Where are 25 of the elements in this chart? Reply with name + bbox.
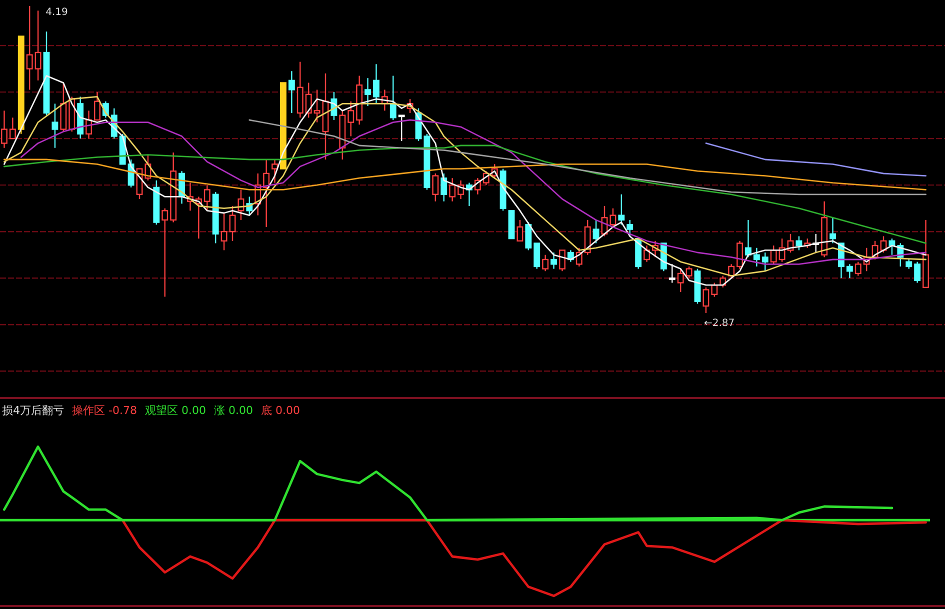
candlestick: [238, 189, 244, 221]
text: 操作区 -0.78: [72, 404, 137, 417]
text: 底 0.00: [260, 404, 300, 417]
candlestick: [34, 10, 42, 82]
candlestick: [314, 89, 320, 123]
candlestick: [753, 247, 760, 268]
text: 观望区 0.00: [144, 404, 206, 417]
text: ←2.87: [704, 318, 735, 329]
chart-title: 损4万后翻亏: [2, 404, 64, 417]
candlestick: [272, 158, 278, 184]
candlestick: [644, 244, 650, 262]
candlestick: [1, 110, 8, 148]
candlestick: [26, 5, 33, 90]
annotation: 4.19: [46, 7, 68, 18]
candlestick: [52, 103, 58, 148]
candlestick: [288, 70, 295, 114]
candlestick: [356, 75, 363, 126]
candlestick: [220, 212, 228, 251]
candlestick: [364, 78, 371, 107]
candlestick: [348, 100, 354, 137]
candlestick: [846, 264, 853, 279]
candlestick: [229, 205, 236, 242]
candlestick: [550, 252, 557, 270]
text: 涨 0.00: [214, 404, 253, 417]
candlestick: [449, 178, 456, 202]
